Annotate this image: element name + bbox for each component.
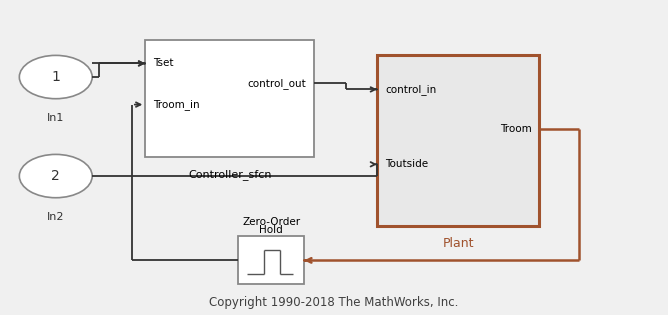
Text: Hold: Hold: [259, 225, 283, 235]
Bar: [238, 237, 304, 284]
Text: Controller_sfcn: Controller_sfcn: [188, 169, 271, 180]
Text: Troom_in: Troom_in: [153, 99, 200, 110]
Text: Tset: Tset: [153, 58, 174, 68]
Text: control_out: control_out: [247, 78, 306, 89]
Text: Toutside: Toutside: [385, 159, 428, 169]
Ellipse shape: [19, 154, 92, 198]
Text: 1: 1: [51, 70, 60, 84]
Text: 2: 2: [51, 169, 60, 183]
Text: In2: In2: [47, 212, 65, 222]
Text: In1: In1: [47, 113, 64, 123]
Text: Zero-Order: Zero-Order: [242, 217, 300, 227]
Text: Copyright 1990-2018 The MathWorks, Inc.: Copyright 1990-2018 The MathWorks, Inc.: [209, 296, 459, 309]
Bar: [377, 55, 539, 226]
Text: Troom: Troom: [500, 123, 532, 134]
Text: Plant: Plant: [442, 237, 474, 250]
Text: control_in: control_in: [385, 84, 436, 95]
Bar: [145, 40, 314, 158]
Ellipse shape: [19, 55, 92, 99]
